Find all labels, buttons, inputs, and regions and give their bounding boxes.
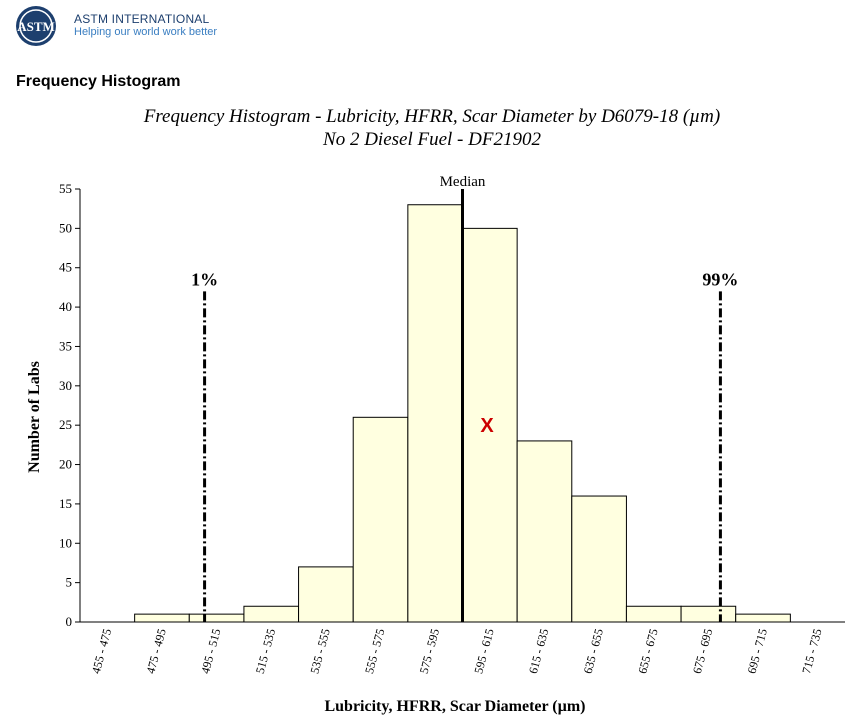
histogram-bar [134, 613, 190, 623]
marker-label: 1% [191, 269, 218, 289]
page-header: ASTM ASTM INTERNATIONAL Helping our worl… [14, 4, 314, 48]
y-tick-label: 10 [59, 535, 72, 550]
frequency-histogram-chart: Frequency Histogram - Lubricity, HFRR, S… [26, 106, 845, 715]
x-tick-label: 575 - 595 [417, 627, 442, 675]
y-tick-label: 0 [66, 614, 73, 629]
marker-label: Median [440, 174, 486, 190]
x-tick-label: 555 - 575 [362, 627, 387, 675]
histogram-bar [352, 416, 409, 623]
astm-logo-icon: ASTM [16, 6, 56, 46]
x-tick-label: 595 - 615 [471, 627, 496, 675]
histogram-bar [680, 605, 737, 623]
x-tick-label: 715 - 735 [799, 627, 824, 675]
y-tick-label: 55 [59, 181, 72, 196]
marker-label: 99% [702, 269, 738, 289]
x-tick-label: 675 - 695 [690, 627, 715, 675]
y-tick-label: 35 [59, 338, 72, 353]
y-axis-label: Number of Labs [26, 361, 43, 473]
y-tick-label: 45 [59, 260, 72, 275]
y-tick-label: 30 [59, 378, 72, 393]
section-title: Frequency Histogram [16, 73, 181, 90]
x-tick-label: 515 - 535 [253, 627, 278, 675]
y-tick-label: 25 [59, 417, 72, 432]
histogram-bar [571, 495, 627, 623]
x-tick-label: 455 - 475 [89, 627, 114, 675]
histogram-bar [298, 566, 354, 623]
x-axis-label: Lubricity, HFRR, Scar Diameter (µm) [324, 698, 585, 715]
mean-marker: X [480, 415, 494, 437]
histogram-bar [407, 204, 464, 623]
histogram-bar [625, 605, 682, 623]
x-tick-label: 535 - 555 [307, 627, 332, 675]
y-tick-label: 5 [66, 575, 73, 590]
histogram-bar [188, 613, 245, 623]
y-tick-label: 50 [59, 220, 72, 235]
y-tick-label: 40 [59, 299, 72, 314]
org-tagline: Helping our world work better [74, 26, 218, 38]
histogram-bar [516, 440, 573, 623]
y-tick-label: 20 [59, 457, 72, 472]
x-tick-label: 695 - 715 [745, 627, 770, 675]
histogram-bar [462, 227, 518, 623]
chart-title: Frequency Histogram - Lubricity, HFRR, S… [143, 106, 720, 127]
x-tick-label: 495 - 515 [198, 627, 223, 675]
x-tick-label: 635 - 655 [581, 627, 606, 675]
logo-text: ASTM [17, 19, 55, 34]
x-tick-label: 475 - 495 [143, 627, 168, 675]
chart-subtitle: No 2 Diesel Fuel - DF21902 [322, 129, 541, 150]
plot-area: 0 5 10 15 20 25 30 35 40 45 50 55 455 - 475 475 - 495… [59, 174, 845, 675]
org-name: ASTM INTERNATIONAL [74, 12, 210, 26]
y-tick-label: 15 [59, 496, 72, 511]
histogram-bar [243, 605, 300, 623]
x-tick-label: 655 - 675 [635, 627, 660, 675]
histogram-bar [735, 613, 791, 623]
x-tick-label: 615 - 635 [526, 627, 551, 675]
